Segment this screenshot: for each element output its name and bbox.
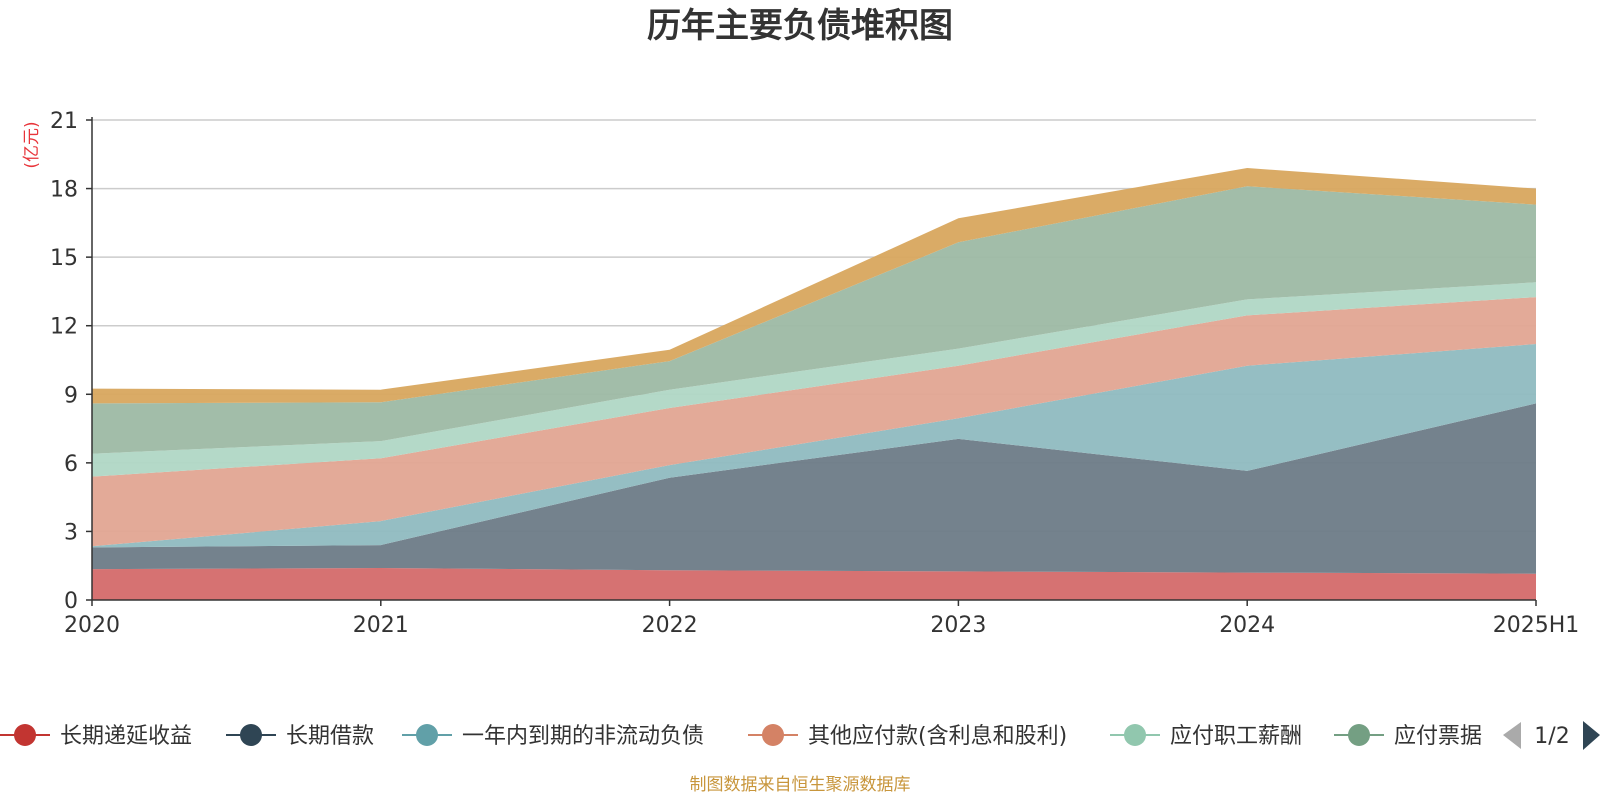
x-tick-label: 2025H1 bbox=[1493, 613, 1580, 638]
y-axis-unit: (亿元) bbox=[22, 121, 42, 168]
chart-title: 历年主要负债堆积图 bbox=[647, 6, 953, 46]
area-series-4 bbox=[92, 297, 1536, 547]
legend[interactable]: 长期递延收益 长期借款 一年内到期的非流动负债 其他应付款(含利息和股利) 应付职工薪酬… bbox=[0, 721, 1600, 750]
legend-label: 长期递延收益 bbox=[60, 724, 192, 749]
legend-label: 一年内到期的非流动负债 bbox=[462, 724, 704, 749]
legend-label: 应付票据 bbox=[1394, 724, 1482, 749]
legend-circle-icon bbox=[1348, 724, 1370, 746]
legend-label: 长期借款 bbox=[286, 724, 374, 749]
legend-item[interactable]: 应付职工薪酬 bbox=[1110, 724, 1302, 749]
legend-page-indicator: 1/2 bbox=[1534, 724, 1569, 749]
area-series-2 bbox=[92, 403, 1536, 574]
y-tick-label: 21 bbox=[50, 109, 78, 134]
x-tick-label: 2020 bbox=[64, 613, 120, 638]
legend-item[interactable]: 长期递延收益 bbox=[0, 724, 192, 749]
y-tick-label: 15 bbox=[50, 246, 78, 271]
legend-item[interactable]: 一年内到期的非流动负债 bbox=[402, 724, 704, 749]
legend-prev-icon[interactable] bbox=[1503, 722, 1521, 749]
y-tick-label: 18 bbox=[50, 178, 78, 203]
x-tick-label: 2022 bbox=[642, 613, 698, 638]
x-tick-label: 2023 bbox=[930, 613, 986, 638]
area-series-5 bbox=[92, 282, 1536, 477]
y-tick-label: 6 bbox=[64, 452, 78, 477]
legend-item[interactable]: 其他应付款(含利息和股利) bbox=[748, 724, 1067, 749]
x-tick-label: 2024 bbox=[1219, 613, 1275, 638]
x-tick-label: 2021 bbox=[353, 613, 409, 638]
legend-circle-icon bbox=[14, 724, 36, 746]
y-tick-label: 3 bbox=[64, 520, 78, 545]
legend-item[interactable]: 应付票据 bbox=[1334, 724, 1482, 749]
legend-label: 应付职工薪酬 bbox=[1170, 724, 1302, 749]
axes: 0 3 6 9 12 15 18 21 2020 2021 2022 2023 2024 2025H1 bbox=[50, 109, 1579, 638]
legend-next-icon[interactable] bbox=[1583, 721, 1600, 750]
area-series-1 bbox=[92, 568, 1536, 600]
legend-item[interactable]: 长期借款 bbox=[226, 724, 374, 749]
area-series bbox=[92, 168, 1536, 600]
y-tick-label: 0 bbox=[64, 589, 78, 614]
area-series-7 bbox=[92, 168, 1536, 404]
area-series-3 bbox=[92, 344, 1536, 548]
legend-circle-icon bbox=[1124, 724, 1146, 746]
y-tick-label: 12 bbox=[50, 315, 78, 340]
area-series-6 bbox=[92, 186, 1536, 454]
y-tick-label: 9 bbox=[64, 383, 78, 408]
legend-circle-icon bbox=[416, 724, 438, 746]
legend-circle-icon bbox=[762, 724, 784, 746]
source-note: 制图数据来自恒生聚源数据库 bbox=[690, 775, 911, 795]
legend-items: 长期递延收益 长期借款 一年内到期的非流动负债 其他应付款(含利息和股利) 应付职工薪酬… bbox=[0, 724, 1482, 749]
legend-label: 其他应付款(含利息和股利) bbox=[808, 724, 1067, 749]
legend-circle-icon bbox=[240, 724, 262, 746]
